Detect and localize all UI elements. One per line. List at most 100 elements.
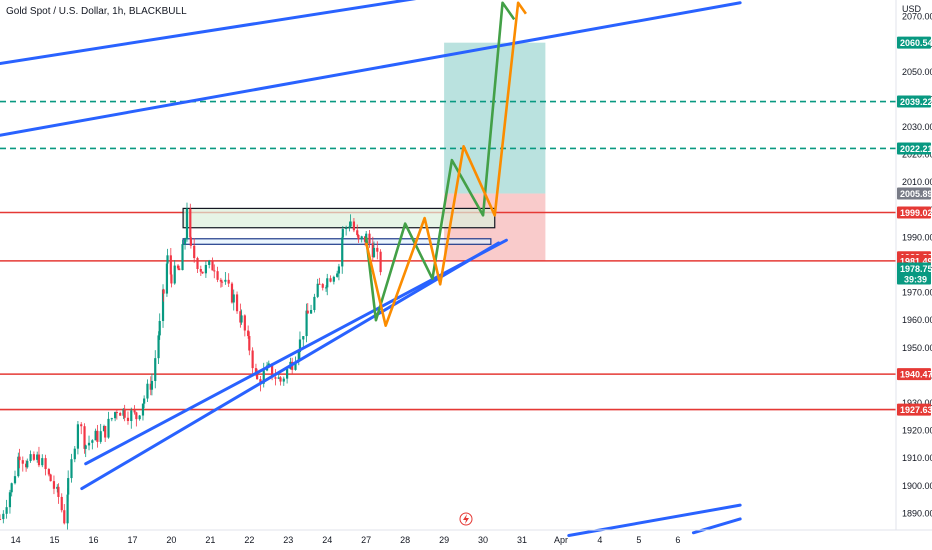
candle-body — [256, 371, 259, 380]
price-badge — [897, 403, 931, 416]
candle-body — [271, 363, 274, 378]
time-tick-label: Apr — [554, 535, 568, 545]
currency-label: USD — [902, 4, 922, 14]
time-tick-label: 21 — [205, 535, 215, 545]
time-tick-label: 6 — [675, 535, 680, 545]
candle-body — [150, 380, 154, 390]
candle-body — [305, 310, 308, 337]
price-badge — [897, 262, 931, 285]
flash-icon[interactable] — [459, 512, 473, 526]
candle-body — [189, 237, 192, 246]
trend-line[interactable] — [80, 241, 501, 491]
candle-body — [102, 425, 106, 432]
candle-body — [52, 481, 56, 489]
projection-path[interactable] — [364, 1, 527, 328]
candle-body — [66, 494, 69, 524]
price-tick-label: 1890.00 — [902, 508, 932, 518]
price-badge-label: 1999.02 — [900, 208, 932, 218]
candle-body — [332, 276, 335, 282]
candle-body — [63, 510, 66, 524]
candle-body — [80, 424, 83, 427]
candle-body — [376, 247, 379, 252]
chart-title: Gold Spot / U.S. Dollar, 1h, BLACKBULL — [6, 6, 187, 17]
candle-body — [84, 445, 87, 449]
trend-line[interactable] — [0, 0, 460, 65]
candle-body — [251, 350, 254, 369]
candle-body — [2, 513, 5, 520]
candle-body — [96, 430, 99, 442]
candle-body — [349, 221, 352, 227]
trend-line[interactable] — [84, 238, 508, 466]
candle-body — [29, 454, 32, 461]
candle-body — [169, 255, 172, 275]
zone-box[interactable] — [182, 238, 492, 245]
time-tick-label: 22 — [244, 535, 254, 545]
candle-body — [208, 260, 211, 265]
trend-line[interactable] — [0, 1, 742, 137]
candle-body — [49, 474, 52, 482]
zone-box[interactable] — [182, 207, 496, 229]
candle-body — [318, 283, 321, 285]
candle-body — [0, 518, 2, 520]
candle-body — [298, 339, 302, 353]
price-tick-label: 2020.00 — [902, 150, 932, 160]
candle-body — [297, 352, 300, 362]
candle-body — [227, 279, 230, 284]
candle-body — [316, 283, 319, 297]
candle-body — [104, 425, 107, 438]
candle-body — [5, 507, 8, 514]
price-badge-label: 1927.63 — [900, 405, 932, 415]
price-tick-label: 1960.00 — [902, 315, 932, 325]
candle-body — [324, 287, 328, 289]
candle-body — [56, 486, 59, 489]
candle-body — [302, 336, 305, 340]
candle-body — [67, 478, 70, 495]
price-badge-label: 2005.89 — [900, 189, 932, 199]
price-tick-label: 1900.00 — [902, 481, 932, 491]
candle-body — [8, 492, 12, 508]
candle-body — [235, 294, 239, 312]
candle-body — [286, 368, 289, 379]
candle-body — [372, 247, 376, 258]
plot-area[interactable] — [0, 0, 896, 538]
candle-body — [211, 260, 214, 271]
candle-body — [219, 279, 222, 282]
candle-body — [204, 264, 207, 274]
countdown-label: 39:39 — [904, 274, 927, 284]
candle-body — [165, 263, 169, 294]
time-tick-label: 5 — [636, 535, 641, 545]
price-badge — [897, 142, 931, 155]
candle-body — [243, 315, 246, 331]
candle-body — [267, 363, 270, 366]
time-tick-label: 16 — [88, 535, 98, 545]
time-tick-label: 4 — [597, 535, 602, 545]
candle-body — [336, 273, 339, 277]
candle-body — [36, 454, 39, 460]
candle-body — [154, 358, 157, 381]
price-badge-label: 2060.54 — [900, 38, 932, 48]
candle-body — [176, 265, 180, 269]
candle-body — [360, 236, 363, 240]
candle-body — [309, 310, 313, 314]
candle-body — [158, 320, 161, 336]
candle-body — [126, 417, 130, 422]
price-badge — [897, 206, 931, 219]
time-tick-label: 14 — [11, 535, 21, 545]
candle-body — [37, 454, 41, 466]
price-badge — [897, 187, 931, 200]
price-tick-label: 2050.00 — [902, 67, 932, 77]
price-badge — [897, 36, 931, 49]
candle-body — [138, 415, 141, 420]
candle-body — [196, 258, 199, 270]
time-axis[interactable]: 14 15 16 17 20 21 22 23 24 27 28 29 30 31 Apr 4 5 6 — [0, 529, 932, 545]
candle-body — [110, 418, 113, 420]
candle-body — [162, 289, 165, 294]
candle-body — [329, 278, 332, 282]
candle-body — [282, 378, 285, 382]
candle-body — [277, 377, 280, 379]
candle-body — [21, 460, 24, 464]
time-tick-label: 29 — [439, 535, 449, 545]
price-badge-label: 2022.21 — [900, 144, 932, 154]
candle-body — [41, 458, 44, 466]
